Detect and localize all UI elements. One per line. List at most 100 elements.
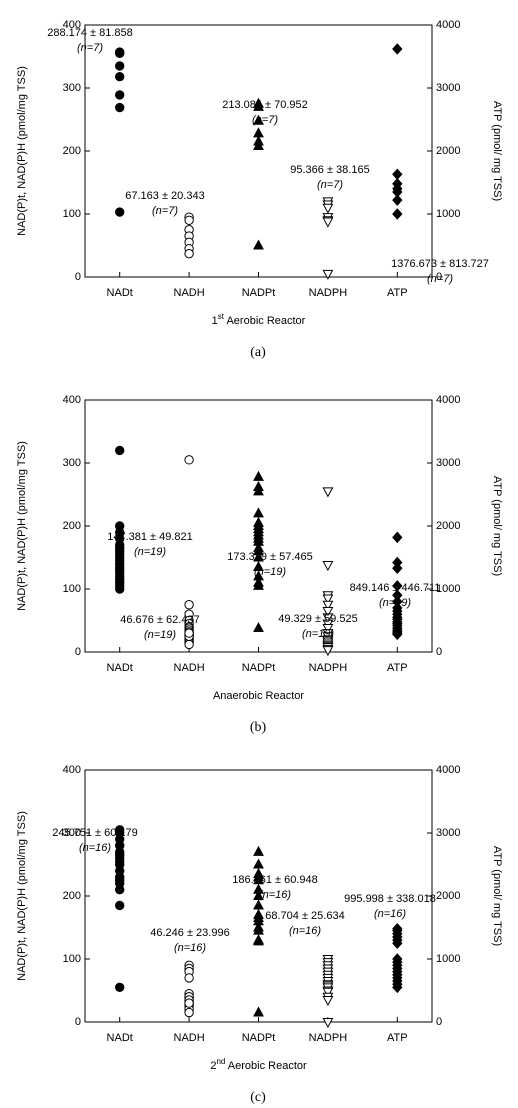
y2-axis-label: ATP (pmol/ mg TSS) xyxy=(491,101,503,201)
point xyxy=(115,48,125,59)
y2-tick-label: 4000 xyxy=(436,764,460,776)
point xyxy=(184,998,194,1008)
point xyxy=(115,102,125,113)
y-tick-label: 400 xyxy=(63,764,81,776)
y-tick-label: 200 xyxy=(63,890,81,902)
annotation: 49.329 ± 59.525 xyxy=(278,613,357,625)
point xyxy=(253,899,264,910)
annotation-n: (n=7) xyxy=(152,205,178,217)
plot-frame xyxy=(84,24,433,278)
x-tick-label: NADPt xyxy=(242,1032,276,1044)
x-tick-label: ATP xyxy=(387,1032,408,1044)
y2-tick-label: 1000 xyxy=(436,953,460,965)
annotation: 995.998 ± 338.018 xyxy=(344,893,436,905)
annotation-n: (n=16) xyxy=(174,942,206,954)
annotation-n: (n=7) xyxy=(77,42,103,54)
caption: (c) xyxy=(250,1090,266,1105)
point xyxy=(322,203,334,214)
point xyxy=(322,624,334,635)
point xyxy=(253,579,264,590)
annotation-n: (n=19) xyxy=(302,628,334,640)
point xyxy=(253,622,264,633)
point xyxy=(392,562,403,574)
point xyxy=(322,995,334,1007)
x-axis-label-text: Anaerobic Reactor xyxy=(213,690,304,702)
annotation: 173.319 ± 57.465 xyxy=(227,551,313,563)
annotation-n: (n=19) xyxy=(379,597,411,609)
point xyxy=(253,935,264,946)
y-tick-label: 0 xyxy=(75,271,81,283)
point xyxy=(253,485,264,496)
annotation-n: (n=16) xyxy=(259,889,291,901)
annotation-n: (n=7) xyxy=(427,273,453,285)
point xyxy=(115,885,125,895)
annotation-n: (n=19) xyxy=(144,629,176,641)
y2-tick-label: 2000 xyxy=(436,520,460,532)
x-axis-label-rest: Aerobic Reactor xyxy=(225,1060,307,1072)
y-tick-label: 0 xyxy=(75,1016,81,1028)
annotation: 147.381 ± 49.821 xyxy=(107,531,193,543)
y-tick-label: 300 xyxy=(63,827,81,839)
x-tick-label: NADt xyxy=(107,287,133,299)
x-axis-label-text: 2 xyxy=(210,1060,216,1072)
point xyxy=(392,208,403,220)
point xyxy=(184,1007,194,1018)
point xyxy=(184,600,194,610)
point xyxy=(184,973,194,983)
point xyxy=(115,71,125,82)
y2-tick-label: 3000 xyxy=(436,82,460,94)
x-tick-label: NADPH xyxy=(309,662,348,674)
point xyxy=(322,607,334,618)
point xyxy=(253,1006,264,1017)
point xyxy=(253,100,264,111)
y-tick-label: 400 xyxy=(63,19,81,31)
annotation: 95.366 ± 38.165 xyxy=(290,164,369,176)
y2-tick-label: 3000 xyxy=(436,457,460,469)
point xyxy=(392,628,403,641)
point xyxy=(322,217,334,228)
point xyxy=(392,981,403,994)
annotation: 46.676 ± 62.437 xyxy=(120,614,199,626)
point xyxy=(184,248,194,259)
point xyxy=(115,982,125,993)
x-tick-label: ATP xyxy=(387,287,408,299)
y-tick-label: 400 xyxy=(63,394,81,406)
x-tick-label: NADPH xyxy=(309,1032,348,1044)
y2-tick-label: 2000 xyxy=(436,890,460,902)
y2-tick-label: 3000 xyxy=(436,827,460,839)
annotation: 288.174 ± 81.858 xyxy=(47,27,133,39)
annotation-n: (n=16) xyxy=(79,842,111,854)
point xyxy=(322,269,334,280)
point xyxy=(184,639,194,650)
x-tick-label: NADPt xyxy=(242,287,276,299)
x-tick-label: NADt xyxy=(107,1032,133,1044)
y-tick-label: 200 xyxy=(63,520,81,532)
annotation: 849.146 ± 446.711 xyxy=(350,582,441,594)
y-axis-label: NAD(P)t, NAD(P)H (pmol/mg TSS) xyxy=(16,811,28,981)
x-tick-label: NADH xyxy=(174,287,205,299)
y2-tick-label: 4000 xyxy=(436,394,460,406)
point xyxy=(322,487,334,498)
x-axis-label: 2nd Aerobic Reactor xyxy=(210,1057,307,1072)
point xyxy=(115,445,125,456)
x-axis-label: Anaerobic Reactor xyxy=(213,690,304,702)
point xyxy=(322,613,334,624)
annotation: 245.751 ± 60.179 xyxy=(52,827,138,839)
y2-tick-label: 4000 xyxy=(436,19,460,31)
point xyxy=(322,987,334,998)
annotation: 213.084 ± 70.952 xyxy=(222,99,308,111)
x-tick-label: NADH xyxy=(174,662,205,674)
y2-tick-label: 1000 xyxy=(436,208,460,220)
annotation-n: (n=16) xyxy=(374,908,406,920)
point xyxy=(115,90,125,100)
y2-tick-label: 1000 xyxy=(436,583,460,595)
y-tick-label: 300 xyxy=(63,82,81,94)
point xyxy=(392,168,403,181)
annotation-n: (n=7) xyxy=(317,179,343,191)
point xyxy=(392,43,403,55)
point xyxy=(253,239,264,250)
point xyxy=(253,845,264,856)
point xyxy=(253,470,264,481)
point xyxy=(322,561,334,572)
